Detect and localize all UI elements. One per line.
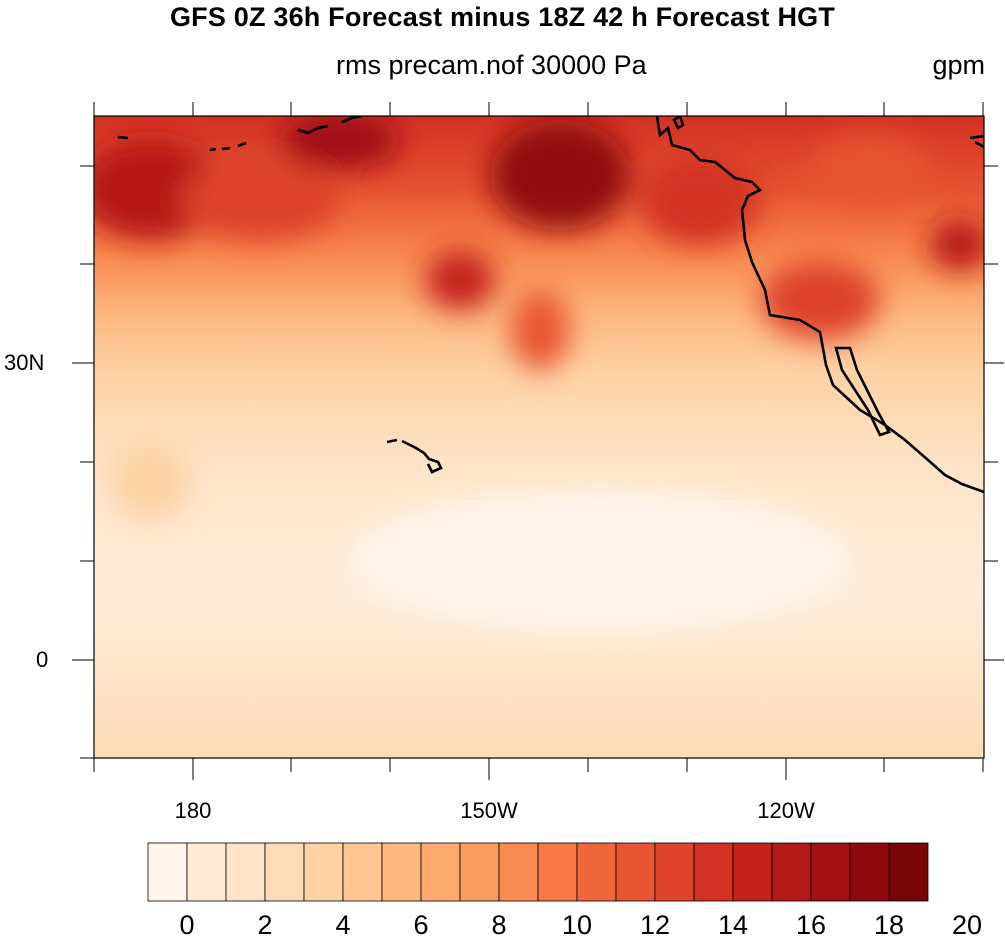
colorbar-swatch — [147, 842, 188, 902]
colorbar-label: 6 — [413, 910, 429, 940]
colorbar-swatch — [225, 842, 266, 902]
coastline-aleutian-islands — [117, 116, 363, 152]
colorbar-swatch — [420, 842, 461, 902]
coastline-north-america — [655, 116, 984, 494]
colorbar-swatch — [459, 842, 500, 902]
colorbar-label: 2 — [257, 910, 273, 940]
colorbar-swatch — [888, 842, 929, 902]
colorbar-label: 8 — [491, 910, 507, 940]
lon-label-180: 180 — [174, 798, 212, 823]
lon-label-150w: 150W — [460, 798, 518, 823]
colorbar-swatch — [810, 842, 851, 902]
colorbar-swatch — [576, 842, 617, 902]
units-label: gpm — [932, 50, 985, 80]
colorbar-swatch — [537, 842, 578, 902]
plot-subtitle: rms precam.nof 30000 Pa — [336, 50, 647, 80]
colorbar-swatch — [186, 842, 227, 902]
coastline-hawaiian-islands — [386, 438, 443, 474]
axis-ticks — [72, 102, 1004, 780]
lon-label-120w: 120W — [757, 798, 815, 823]
colorbar-swatch — [264, 842, 305, 902]
coastline-alaska-panhandle — [969, 134, 984, 149]
colorbar-swatch — [849, 842, 890, 902]
map-frame — [93, 115, 985, 759]
lat-label-30n: 30N — [4, 350, 45, 375]
colorbar-label: 0 — [179, 910, 195, 940]
colorbar-label: 10 — [561, 910, 593, 940]
colorbar-label: 12 — [639, 910, 671, 940]
colorbar-label: 14 — [717, 910, 749, 940]
colorbar-swatch — [693, 842, 734, 902]
colorbar-label: 18 — [873, 910, 905, 940]
lat-label-equator: 0 — [36, 647, 49, 672]
contour-field — [94, 116, 984, 758]
colorbar-label: 20 — [951, 910, 983, 940]
coastline-layer — [117, 116, 984, 494]
coastline-vancouver-island — [672, 116, 685, 130]
colorbar-swatch — [381, 842, 422, 902]
colorbar-swatch — [498, 842, 539, 902]
colorbar-swatch — [615, 842, 656, 902]
colorbar-swatch — [654, 842, 695, 902]
colorbar-swatch — [342, 842, 383, 902]
colorbar-swatch — [771, 842, 812, 902]
colorbar-label: 16 — [795, 910, 827, 940]
colorbar-swatch — [732, 842, 773, 902]
colorbar — [147, 842, 929, 902]
colorbar-swatch — [303, 842, 344, 902]
colorbar-label: 4 — [335, 910, 351, 940]
plot-title: GFS 0Z 36h Forecast minus 18Z 42 h Forec… — [169, 2, 836, 32]
coastline-baja-california — [834, 346, 891, 437]
